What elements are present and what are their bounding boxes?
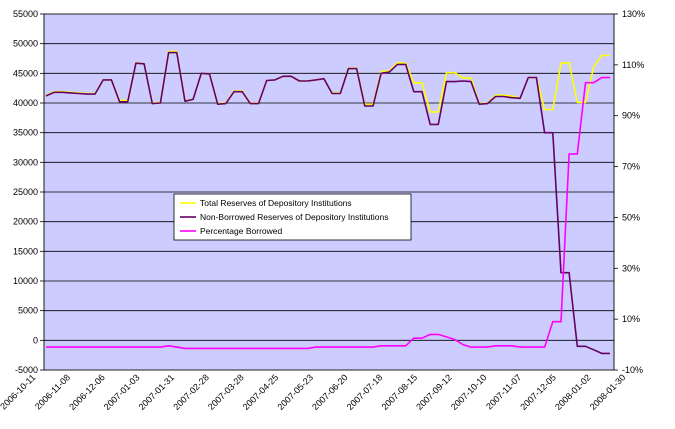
x-tick-label: 2007-03-28 (206, 372, 246, 412)
y-tick-label: 40000 (13, 98, 38, 108)
y-tick-label: 45000 (13, 68, 38, 78)
legend: Total Reserves of Depository Institution… (173, 193, 412, 241)
x-axis: 2006-10-112006-11-082006-12-062007-01-03… (0, 372, 627, 412)
y-tick-label: 5000 (18, 306, 38, 316)
y-tick-label: 0 (33, 335, 38, 345)
x-tick-label: 2007-12-05 (518, 372, 558, 412)
y2-tick-label: 10% (622, 314, 640, 324)
x-tick-label: 2007-07-18 (345, 372, 385, 412)
x-tick-label: 2007-05-23 (275, 372, 315, 412)
x-tick-label: 2007-01-03 (102, 372, 142, 412)
x-tick-label: 2007-09-12 (414, 372, 454, 412)
y2-tick-label: 130% (622, 9, 645, 19)
y2-tick-label: -10% (622, 365, 643, 375)
y2-tick-label: 90% (622, 111, 640, 121)
y2-tick-label: 110% (622, 60, 644, 70)
y-tick-label: 30000 (13, 157, 38, 167)
series-line (46, 76, 610, 350)
legend-box (173, 193, 412, 241)
series-line (45, 51, 610, 355)
y-tick-label: 10000 (13, 276, 38, 286)
x-tick-label: 2008-01-30 (588, 372, 628, 412)
gridlines (44, 13, 614, 371)
y-tick-label: -5000 (15, 365, 38, 375)
x-tick-label: 2007-04-25 (241, 372, 281, 412)
x-tick-label: 2006-11-08 (33, 372, 72, 411)
x-tick-label: 2006-10-11 (0, 372, 37, 411)
x-tick-label: 2007-10-10 (449, 372, 489, 412)
y2-tick-label: 50% (622, 212, 640, 222)
y-tick-label: 35000 (13, 128, 38, 138)
y-axis-left: -5000 0 5000 10000 15000 20000 25000 30000 35000… (13, 9, 45, 375)
legend-label: Non-Borrowed Reserves of Depository Inst… (200, 212, 389, 222)
x-tick-label: 2006-12-06 (67, 372, 107, 412)
y-tick-label: 15000 (13, 246, 38, 256)
x-tick-label: 2008-01-02 (553, 372, 593, 412)
y2-tick-label: 70% (622, 162, 640, 172)
x-tick-label: 2007-08-15 (380, 372, 420, 412)
legend-label: Percentage Borrowed (200, 226, 282, 236)
y-tick-label: 50000 (13, 39, 38, 49)
y-tick-label: 20000 (13, 217, 38, 227)
x-tick-label: 2007-01-31 (137, 372, 177, 412)
legend-label: Total Reserves of Depository Institution… (200, 198, 352, 208)
x-tick-label: 2007-11-07 (484, 372, 523, 411)
y-tick-label: 25000 (13, 187, 38, 197)
y-axis-right: -10% 10% 30% 50% 70% 90% 110% 130% (613, 9, 645, 375)
y-tick-label: 55000 (13, 9, 38, 19)
x-tick-label: 2007-06-20 (310, 372, 350, 412)
series-lines (45, 50, 610, 355)
x-tick-label: 2007-02-28 (171, 372, 211, 412)
y2-tick-label: 30% (622, 263, 640, 273)
